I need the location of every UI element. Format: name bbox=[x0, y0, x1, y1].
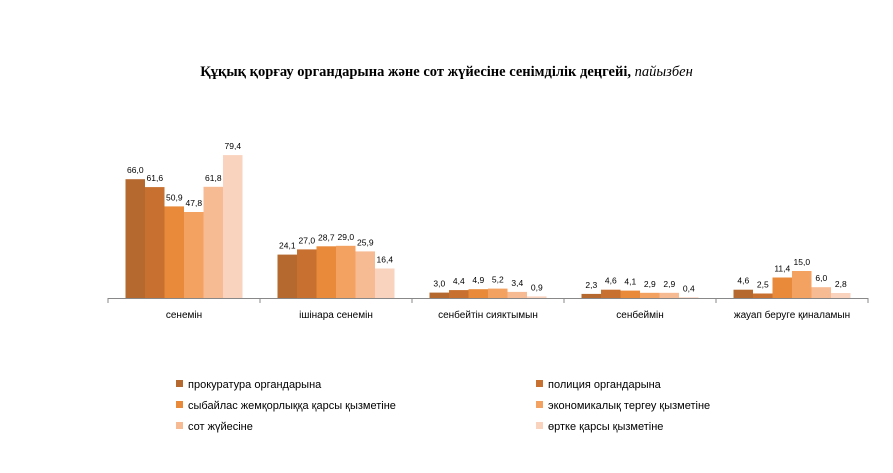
data-label-6-4: 0,4 bbox=[683, 283, 695, 293]
data-label-2-4: 4,6 bbox=[605, 276, 617, 286]
x-tick-label-2: ішінара сенемін bbox=[299, 310, 373, 321]
bar-6-5 bbox=[831, 293, 851, 298]
bar-6-1 bbox=[223, 155, 243, 298]
bar-6-2 bbox=[375, 268, 395, 298]
data-label-1-2: 24,1 bbox=[279, 241, 296, 251]
bar-3-3 bbox=[468, 289, 488, 298]
data-label-3-4: 4,1 bbox=[624, 277, 636, 287]
data-label-4-5: 15,0 bbox=[794, 257, 811, 267]
legend-swatch bbox=[176, 422, 183, 429]
legend-swatch bbox=[176, 380, 183, 387]
data-label-4-1: 47,8 bbox=[186, 198, 203, 208]
x-tick-label-4: сенбеймін bbox=[616, 309, 663, 321]
bar-4-3 bbox=[488, 288, 508, 298]
legend-item: экономикалық тергеу қызметіне bbox=[536, 400, 710, 412]
bar-6-3 bbox=[527, 296, 547, 298]
bar-4-2 bbox=[336, 245, 356, 298]
data-label-5-4: 2,9 bbox=[663, 279, 675, 289]
bar-3-5 bbox=[772, 277, 792, 298]
data-label-1-4: 2,3 bbox=[585, 280, 597, 290]
data-label-6-1: 79,4 bbox=[225, 141, 242, 151]
legend-label: прокуратура органдарына bbox=[188, 379, 322, 391]
bar-3-1 bbox=[164, 206, 184, 298]
legend-item: өртке қарсы қызметіне bbox=[536, 421, 663, 433]
data-label-3-3: 4,9 bbox=[472, 275, 484, 285]
data-label-6-3: 0,9 bbox=[531, 282, 543, 292]
bar-4-5 bbox=[792, 271, 812, 298]
data-label-5-5: 6,0 bbox=[815, 273, 827, 283]
legend-swatch bbox=[536, 401, 543, 408]
bar-5-2 bbox=[355, 251, 375, 298]
bar-6-4 bbox=[679, 297, 699, 298]
bar-2-2 bbox=[297, 249, 317, 298]
data-label-6-2: 16,4 bbox=[377, 255, 394, 265]
chart-title-text: Құқық қорғау органдарына және сот жүйесі… bbox=[200, 64, 631, 80]
bar-5-4 bbox=[659, 292, 679, 298]
data-label-1-5: 4,6 bbox=[737, 276, 749, 286]
data-label-5-3: 3,4 bbox=[511, 278, 523, 288]
data-label-3-5: 11,4 bbox=[774, 264, 790, 274]
x-tick-label-3: сенбейтін сияктымын bbox=[438, 309, 538, 321]
legend-label: экономикалық тергеу қызметіне bbox=[548, 400, 711, 412]
data-label-1-1: 66,0 bbox=[127, 165, 144, 175]
bar-1-4 bbox=[581, 293, 601, 298]
x-tick-label-1: сенемін bbox=[166, 310, 202, 321]
legend-item: сыбайлас жемқорлыққа қарсы қызметіне bbox=[176, 400, 396, 412]
data-label-4-4: 2,9 bbox=[644, 279, 656, 289]
legend-swatch bbox=[536, 422, 543, 429]
bar-3-2 bbox=[316, 246, 336, 298]
bar-2-3 bbox=[449, 290, 469, 298]
legend-label: сыбайлас жемқорлыққа қарсы қызметіне bbox=[188, 400, 396, 412]
chart-title: Құқық қорғау органдарына және сот жүйесі… bbox=[0, 64, 893, 81]
bar-4-4 bbox=[640, 292, 660, 298]
data-label-2-2: 27,0 bbox=[299, 235, 316, 245]
bar-1-1 bbox=[125, 179, 145, 298]
legend-item: сот жүйесіне bbox=[176, 421, 253, 433]
data-label-2-1: 61,6 bbox=[147, 173, 164, 183]
bar-1-2 bbox=[277, 254, 297, 298]
bar-2-1 bbox=[145, 187, 165, 298]
chart-title-unit: пайызбен bbox=[634, 64, 693, 80]
legend-item: полиция органдарына bbox=[536, 379, 661, 391]
bar-5-3 bbox=[507, 291, 527, 298]
data-label-3-1: 50,9 bbox=[166, 192, 183, 202]
data-label-4-2: 29,0 bbox=[338, 232, 355, 242]
x-tick-label-5: жауап беруге қиналамын bbox=[734, 309, 850, 321]
bar-2-4 bbox=[601, 289, 621, 298]
bar-4-1 bbox=[184, 212, 204, 298]
legend-swatch bbox=[536, 380, 543, 387]
legend-label: полиция органдарына bbox=[548, 379, 661, 391]
bar-1-5 bbox=[733, 289, 753, 298]
data-label-2-5: 2,5 bbox=[757, 280, 769, 290]
bar-3-4 bbox=[620, 290, 640, 298]
data-label-5-2: 25,9 bbox=[357, 237, 374, 247]
data-label-1-3: 3,0 bbox=[433, 279, 445, 289]
data-label-4-3: 5,2 bbox=[492, 275, 504, 285]
bar-1-3 bbox=[429, 292, 449, 298]
bar-2-5 bbox=[753, 293, 773, 298]
data-label-5-1: 61,8 bbox=[205, 173, 222, 183]
data-label-6-5: 2,8 bbox=[835, 279, 847, 289]
legend-label: сот жүйесіне bbox=[188, 421, 253, 433]
legend-swatch bbox=[176, 401, 183, 408]
bar-5-5 bbox=[811, 287, 831, 298]
bar-5-1 bbox=[203, 186, 223, 298]
data-label-3-2: 28,7 bbox=[318, 232, 335, 242]
legend-label: өртке қарсы қызметіне bbox=[548, 421, 664, 433]
legend-item: прокуратура органдарына bbox=[176, 379, 321, 391]
data-label-2-3: 4,4 bbox=[453, 276, 465, 286]
